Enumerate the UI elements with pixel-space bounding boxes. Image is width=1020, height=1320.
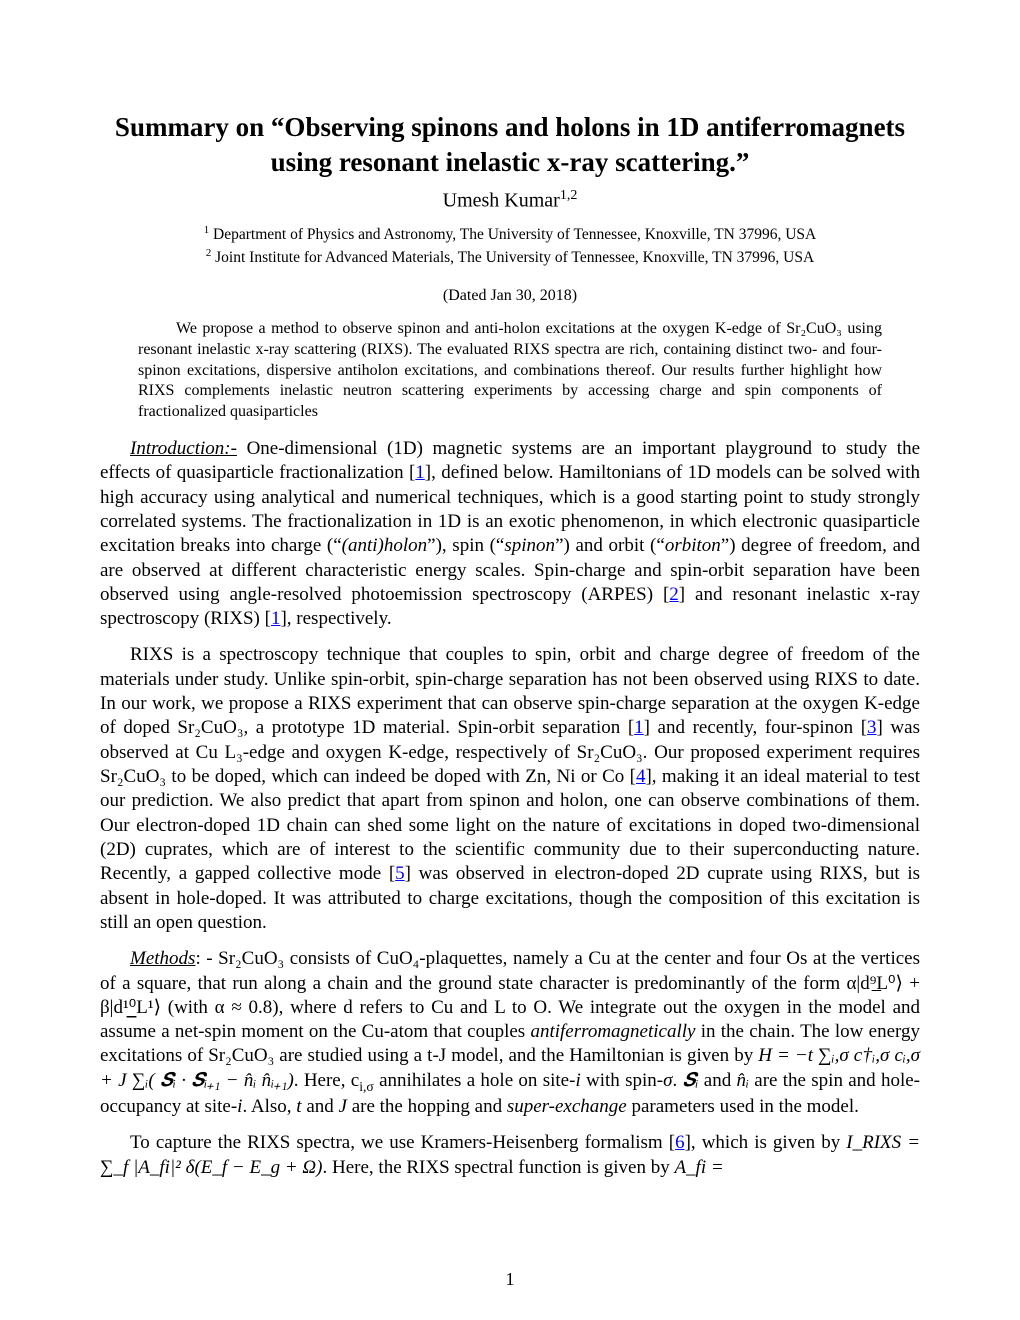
author-sup: 1,2: [560, 188, 578, 203]
methods-paragraph: Methods: - Sr₂CuO₃ consists of CuO₄-plaq…: [100, 947, 920, 1119]
m-text-m: parameters used in the model.: [627, 1096, 859, 1117]
intro-text-c: ”), spin (“: [427, 535, 504, 556]
term-antiholon: (anti)holon: [342, 535, 428, 556]
methods-head: Methods: [130, 948, 195, 969]
term-afm: antiferromagnetically: [530, 1021, 695, 1042]
cite-5[interactable]: 5: [395, 863, 405, 884]
formula-afi: A_fi =: [674, 1157, 723, 1178]
m-text-a: : - Sr₂CuO₃ consists of CuO₄-plaquettes,…: [100, 948, 920, 993]
cite-6[interactable]: 6: [675, 1132, 685, 1153]
page: Summary on “Observing spinons and holons…: [0, 0, 1020, 1320]
abstract: We propose a method to observe spinon an…: [138, 319, 882, 423]
paper-title: Summary on “Observing spinons and holons…: [100, 110, 920, 180]
abstract-compound: Sr₂CuO₃: [786, 320, 842, 337]
m-text-k: and: [302, 1096, 339, 1117]
abstract-text-a: We propose a method to observe spinon an…: [176, 320, 786, 337]
page-number: 1: [0, 1269, 1020, 1290]
cite-3[interactable]: 3: [867, 717, 877, 738]
intro-text-d: ”) and orbit (“: [555, 535, 665, 556]
p2-text-b: ] and recently, four-spinon [: [644, 717, 867, 738]
paragraph-2: RIXS is a spectroscopy technique that co…: [100, 643, 920, 935]
m-text-h: and: [698, 1070, 736, 1091]
m-text-l: are the hopping and: [347, 1096, 507, 1117]
author-name: Umesh Kumar: [443, 190, 560, 212]
m-text-j: . Also,: [242, 1096, 296, 1117]
m-si: 𝑺ᵢ: [683, 1070, 699, 1091]
author-line: Umesh Kumar1,2: [100, 188, 920, 213]
affiliations: 1 Department of Physics and Astronomy, T…: [100, 223, 920, 269]
p4-text-c: . Here, the RIXS spectral function is gi…: [323, 1157, 675, 1178]
p4-text-b: ], which is given by: [685, 1132, 847, 1153]
m-text-e: annihilates a hole on site-: [374, 1070, 576, 1091]
date-line: (Dated Jan 30, 2018): [100, 287, 920, 305]
m-J: J: [339, 1096, 347, 1117]
cite-1[interactable]: 1: [415, 462, 425, 483]
m-text-f: with spin-: [581, 1070, 663, 1091]
paragraph-4: To capture the RIXS spectra, we use Kram…: [100, 1131, 920, 1180]
affil-2: Joint Institute for Advanced Materials, …: [211, 249, 814, 266]
intro-head: Introduction:-: [130, 438, 237, 459]
term-superexchange: super-exchange: [507, 1096, 627, 1117]
m-ni: n̂ᵢ: [736, 1070, 749, 1091]
cite-2[interactable]: 2: [669, 584, 679, 605]
term-spinon: spinon: [504, 535, 555, 556]
m-text-d: . Here, c: [294, 1070, 359, 1091]
p4-text-a: To capture the RIXS spectra, we use Kram…: [130, 1132, 675, 1153]
m-sub-isigma: i,σ: [359, 1079, 374, 1094]
term-orbiton: orbiton: [665, 535, 721, 556]
m-text-g: .: [672, 1070, 682, 1091]
affil-1: Department of Physics and Astronomy, The…: [209, 226, 816, 243]
intro-text-g: ], respectively.: [280, 608, 391, 629]
cite-1c[interactable]: 1: [634, 717, 644, 738]
intro-paragraph: Introduction:- One-dimensional (1D) magn…: [100, 437, 920, 632]
